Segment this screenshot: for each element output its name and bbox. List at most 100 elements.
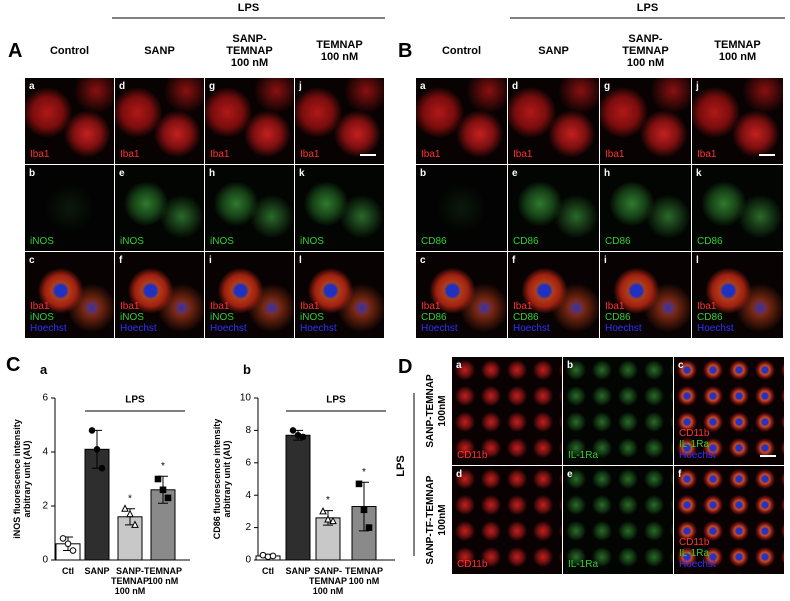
- stain-label: iNOS: [30, 236, 54, 247]
- panel-letter: l: [299, 255, 302, 266]
- micrograph: d CD11b: [452, 466, 562, 574]
- stain-label: Iba1: [605, 149, 625, 160]
- data-point: [360, 506, 368, 514]
- y-tick-label: 0: [42, 555, 48, 566]
- y-axis-label: CD86 fluorescence intensity arbitrary un…: [212, 418, 232, 540]
- panel-letter: e: [119, 168, 125, 179]
- x-tick-label: SANP- TEMNAP 100 nM: [309, 566, 347, 596]
- stain-label: CD86: [605, 312, 631, 323]
- stain-label: CD86: [421, 236, 447, 247]
- significance: *: [362, 467, 366, 478]
- stain-label: Hoechst: [605, 323, 642, 334]
- panel-letter: d: [456, 469, 463, 480]
- y-tick-label: 4: [245, 490, 251, 501]
- stain-labels: Iba1 iNOS Hoechst: [300, 301, 337, 334]
- x-tick-label: TEMNAP 100 nM: [144, 566, 182, 586]
- stain-labels: Iba1: [605, 149, 624, 160]
- data-point: [126, 509, 134, 518]
- stain-label: IL-1Ra: [568, 559, 599, 570]
- bar: [285, 434, 311, 561]
- stain-label: Iba1: [605, 301, 625, 312]
- panel-label: D: [398, 356, 413, 378]
- stain-labels: Iba1: [421, 149, 440, 160]
- data-point: [365, 524, 373, 531]
- y-tick-label: 2: [245, 522, 251, 533]
- panel-letter: b: [29, 168, 36, 179]
- column-label: Control: [49, 45, 90, 57]
- micrograph: i Iba1 iNOS Hoechst: [205, 252, 294, 338]
- panel-letter: i: [604, 255, 607, 266]
- stain-label: CD11b: [679, 537, 710, 548]
- stain-label: IL-1Ra: [679, 439, 710, 450]
- significance: *: [326, 495, 330, 506]
- significance: *: [128, 493, 132, 504]
- micrograph: h CD86: [600, 165, 691, 251]
- micrograph: i Iba1 CD86 Hoechst: [600, 252, 691, 338]
- data-point: [319, 507, 327, 515]
- stain-label: Hoechst: [513, 323, 550, 334]
- chart-subtitle: b: [243, 362, 251, 377]
- stain-label: Iba1: [697, 301, 717, 312]
- stain-label: CD86: [421, 312, 447, 323]
- micrograph: j Iba1: [692, 78, 783, 164]
- stain-label: iNOS: [300, 236, 324, 247]
- stain-label: Iba1: [210, 301, 230, 312]
- group-label: LPS: [326, 395, 346, 406]
- micrograph: c Iba1 CD86 Hoechst: [416, 252, 507, 338]
- stain-labels: IL-1Ra: [568, 450, 598, 461]
- data-point: [121, 504, 129, 512]
- panel-label: B: [398, 40, 413, 62]
- stain-label: Iba1: [300, 301, 320, 312]
- chart-subtitle: a: [40, 362, 48, 377]
- x-tick-label: Ctl: [262, 566, 274, 576]
- panel-letter: c: [420, 255, 426, 266]
- stain-labels: iNOS: [30, 236, 54, 247]
- stain-label: iNOS: [210, 312, 234, 323]
- y-tick-label: 4: [42, 447, 48, 458]
- stain-label: iNOS: [120, 312, 144, 323]
- micrograph: f Iba1 iNOS Hoechst: [115, 252, 204, 338]
- stain-label: Iba1: [30, 149, 50, 160]
- stain-label: CD86: [513, 236, 539, 247]
- stain-label: Hoechst: [679, 450, 716, 461]
- stain-labels: Iba1 CD86 Hoechst: [421, 301, 458, 334]
- column-label: SANP: [538, 45, 569, 57]
- panel-letter: l: [696, 255, 699, 266]
- significance: *: [161, 461, 165, 472]
- micrograph: f CD11b IL-1Ra Hoechst: [674, 466, 784, 574]
- micrograph: k CD86: [692, 165, 783, 251]
- y-axis-label: iNOS fluorescence intensity arbitrary un…: [12, 419, 32, 539]
- stain-label: Iba1: [421, 149, 441, 160]
- y-tick-label: 6: [245, 457, 251, 468]
- stain-labels: CD86: [605, 236, 631, 247]
- stain-label: CD11b: [679, 428, 710, 439]
- stain-label: CD11b: [457, 450, 488, 461]
- stain-labels: iNOS: [120, 236, 144, 247]
- group-label: LPS: [636, 2, 659, 14]
- stain-labels: Iba1: [30, 149, 49, 160]
- panel-letter: j: [299, 81, 302, 92]
- data-point: [154, 475, 162, 483]
- scale-bar: [760, 455, 776, 457]
- micrograph: d Iba1: [115, 78, 204, 164]
- micrograph: e CD86: [508, 165, 599, 251]
- stain-labels: IL-1Ra: [568, 559, 598, 570]
- stain-label: Hoechst: [421, 323, 458, 334]
- stain-label: CD86: [697, 236, 723, 247]
- stain-label: iNOS: [30, 312, 54, 323]
- stain-label: Hoechst: [679, 559, 716, 570]
- data-point: [69, 547, 77, 554]
- stain-label: CD86: [605, 236, 631, 247]
- micrograph: f Iba1 CD86 Hoechst: [508, 252, 599, 338]
- stain-label: Hoechst: [30, 323, 67, 334]
- panel-letter: f: [119, 255, 123, 266]
- data-point: [164, 494, 172, 502]
- stain-labels: CD11b IL-1Ra Hoechst: [679, 537, 716, 570]
- micrograph: j Iba1: [295, 78, 384, 164]
- micrograph: g Iba1: [205, 78, 294, 164]
- stain-labels: Iba1 iNOS Hoechst: [120, 301, 157, 334]
- stain-label: Iba1: [300, 149, 320, 160]
- stain-label: iNOS: [210, 236, 234, 247]
- panel-letter: e: [512, 168, 518, 179]
- stain-labels: iNOS: [300, 236, 324, 247]
